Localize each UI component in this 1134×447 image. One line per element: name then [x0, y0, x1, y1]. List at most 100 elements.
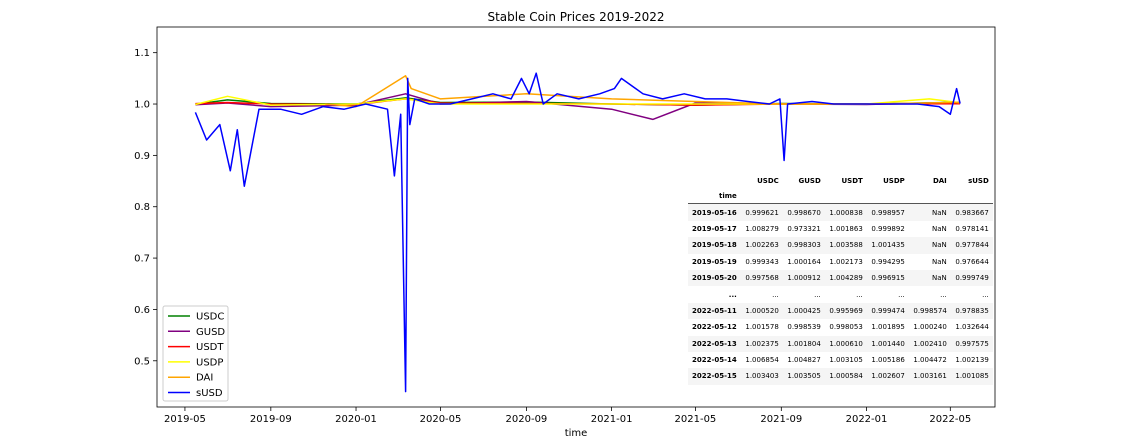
table-cell: 1.001440: [871, 339, 905, 348]
x-tick-label: 2020-05: [420, 414, 462, 425]
table-cell: 0.999749: [955, 274, 989, 283]
series-line-susd: [194, 72, 961, 393]
table-cell: 1.000240: [913, 323, 947, 332]
table-cell: 1.004472: [913, 356, 947, 365]
table-cell: 0.997575: [955, 339, 989, 348]
x-tick-label: 2022-05: [929, 414, 971, 425]
table-row: 2019-05-17 1.008279 0.973321 1.001863 0.9998…: [688, 221, 993, 237]
axes: 2019-05 2019-09 2020-01 2020-05 2020-09 2021-…: [134, 26, 996, 425]
table-row: 2019-05-16 0.999621 0.998670 1.000838 0.9989…: [688, 203, 993, 221]
table-cell: 1.001085: [955, 372, 989, 381]
table-cell: 1.002173: [829, 257, 863, 266]
table-cell: ...: [940, 290, 947, 299]
table-cell: 1.002263: [745, 241, 779, 250]
table-cell: 0.977844: [955, 241, 989, 250]
table-cell: 1.003403: [745, 372, 779, 381]
x-tick-label: 2019-05: [164, 414, 206, 425]
table-cell: NaN: [932, 241, 947, 250]
table-row: 2022-05-11 1.000520 1.000425 0.995969 0.9994…: [688, 302, 993, 320]
table-cell: ...: [982, 290, 989, 299]
table-cell: 1.032644: [955, 323, 989, 332]
table-cell: 0.997568: [745, 274, 779, 283]
table-header-cell: USDC: [757, 177, 779, 186]
y-tick-label: 0.5: [134, 356, 150, 367]
y-tick-label: 0.9: [134, 151, 150, 162]
series-line-dai: [325, 75, 961, 108]
table-row: .....................: [688, 286, 993, 302]
table-cell: ...: [856, 290, 863, 299]
table-row: 2019-05-18 1.002263 0.998303 1.003588 1.0014…: [688, 237, 993, 254]
table-cell: 1.002139: [955, 356, 989, 365]
table-row-index: 2019-05-20: [692, 274, 737, 283]
table-row-index: 2022-05-11: [692, 306, 737, 315]
series-line-gusd: [195, 93, 961, 121]
table-cell: NaN: [932, 257, 947, 266]
x-tick-label: 2019-09: [250, 414, 292, 425]
table-corner: [688, 173, 741, 189]
table-cell: 0.995969: [829, 306, 863, 315]
axes-frame: [156, 26, 996, 408]
table-row-index: ...: [728, 290, 737, 299]
legend-label-usdp: USDP: [196, 357, 223, 368]
y-tick-label: 1.1: [134, 48, 150, 59]
table-row-index: 2019-05-17: [692, 224, 737, 233]
table-row-index: 2019-05-18: [692, 241, 737, 250]
x-axis-label: time: [565, 428, 588, 439]
legend-label-gusd: GUSD: [196, 327, 225, 338]
table-cell: 0.998574: [913, 306, 947, 315]
legend-label-susd: sUSD: [196, 388, 223, 399]
table-cell: ...: [898, 290, 905, 299]
table-header-cell: DAI: [932, 177, 947, 186]
table-header-cell: GUSD: [798, 177, 821, 186]
table-row: 2022-05-15 1.003403 1.003505 1.000584 1.0026…: [688, 368, 993, 385]
dataframe-table: USDC GUSD USDT USDP DAI sUSD time 2019-0…: [688, 173, 993, 385]
table-cell: 1.006854: [745, 356, 779, 365]
legend-label-usdt: USDT: [196, 342, 224, 353]
table-cell: 0.998957: [871, 208, 905, 217]
table-cell: 1.001863: [829, 224, 863, 233]
table-cell: 0.976644: [955, 257, 989, 266]
table-cell: 1.001895: [871, 323, 905, 332]
table-cell: 1.000912: [787, 274, 821, 283]
table-cell: 1.000520: [745, 306, 779, 315]
table-row-index: 2022-05-14: [692, 356, 737, 365]
table-cell: 0.973321: [787, 224, 821, 233]
table-cell: 1.001804: [787, 339, 821, 348]
x-tick-label: 2022-01: [846, 414, 888, 425]
table-index-name: time: [718, 192, 737, 201]
table-cell: 1.003588: [829, 241, 863, 250]
table-cell: 0.998053: [829, 323, 863, 332]
table-cell: 0.999621: [745, 208, 779, 217]
table-cell: 0.994295: [871, 257, 905, 266]
table-cell: 1.003505: [787, 372, 821, 381]
table-cell: 0.978835: [955, 306, 989, 315]
table-cell: 1.003161: [913, 372, 947, 381]
x-tick-label: 2020-01: [335, 414, 377, 425]
table-row-index: 2022-05-12: [692, 323, 737, 332]
legend: USDC GUSD USDT USDP DAI sUSD: [162, 305, 229, 402]
table-cell: 0.998539: [787, 323, 821, 332]
y-tick-label: 0.8: [134, 202, 150, 213]
table-cell: 1.000425: [787, 306, 821, 315]
table-cell: 0.998670: [787, 208, 821, 217]
table-row: 2022-05-14 1.006854 1.004827 1.003105 1.0051…: [688, 352, 993, 368]
legend-label-dai: DAI: [196, 373, 213, 384]
table-cell: 1.002607: [871, 372, 905, 381]
table-cell: 1.001435: [871, 241, 905, 250]
table-cell: 1.001578: [745, 323, 779, 332]
table-cell: 1.002410: [913, 339, 947, 348]
table-cell: NaN: [932, 208, 947, 217]
y-tick-label: 0.7: [134, 254, 150, 265]
table-header-row: USDC GUSD USDT USDP DAI sUSD: [688, 173, 993, 189]
table-cell: 0.996915: [871, 274, 905, 283]
x-tick-label: 2020-09: [506, 414, 548, 425]
chart-title: Stable Coin Prices 2019-2022: [487, 10, 664, 24]
table-row-index: 2022-05-15: [692, 372, 737, 381]
table-cell: 1.008279: [745, 224, 779, 233]
legend-label-usdc: USDC: [196, 312, 224, 323]
y-tick-label: 1.0: [134, 100, 150, 111]
table-cell: 1.000164: [787, 257, 821, 266]
table-cell: 0.999343: [745, 257, 779, 266]
table-row: 2019-05-20 0.997568 1.000912 1.004289 0.9969…: [688, 269, 993, 287]
